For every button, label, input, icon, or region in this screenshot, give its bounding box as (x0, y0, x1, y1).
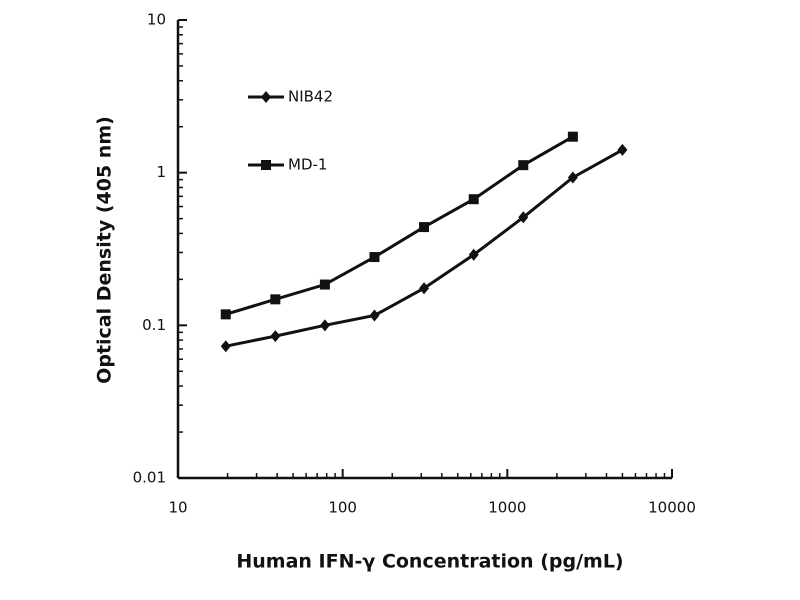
data-point (518, 211, 529, 224)
data-point (220, 309, 231, 320)
data-point (567, 171, 578, 184)
y-tick-label: 0.1 (142, 316, 166, 334)
series-line (225, 135, 574, 316)
data-point (468, 194, 479, 205)
legend-label: NIB42 (288, 88, 333, 106)
y-tick-label: 0.01 (133, 469, 166, 487)
data-point (567, 131, 578, 142)
data-point (617, 143, 628, 156)
y-axis-label: Optical Density (405 nm) (94, 116, 116, 384)
legend-label: MD-1 (288, 156, 327, 174)
x-axis-label: Human IFN-γ Concentration (pg/mL) (236, 551, 623, 573)
data-point (419, 282, 430, 295)
data-point (270, 294, 281, 305)
legend-marker (261, 160, 271, 170)
series-line (225, 148, 624, 348)
x-tick-label: 10 (168, 499, 187, 517)
data-point (518, 160, 529, 171)
data-point (270, 330, 281, 343)
legend-marker (261, 91, 271, 103)
data-point (369, 252, 380, 263)
y-tick-label: 1 (156, 163, 166, 181)
x-tick-label: 100 (328, 499, 357, 517)
x-tick-label: 10000 (648, 499, 696, 517)
x-tick-label: 1000 (488, 499, 526, 517)
data-point (220, 340, 231, 353)
data-point (419, 222, 430, 233)
data-point (468, 248, 479, 261)
data-point (369, 309, 380, 322)
data-point (319, 279, 330, 290)
data-point (319, 319, 330, 332)
y-tick-label: 10 (147, 11, 166, 29)
